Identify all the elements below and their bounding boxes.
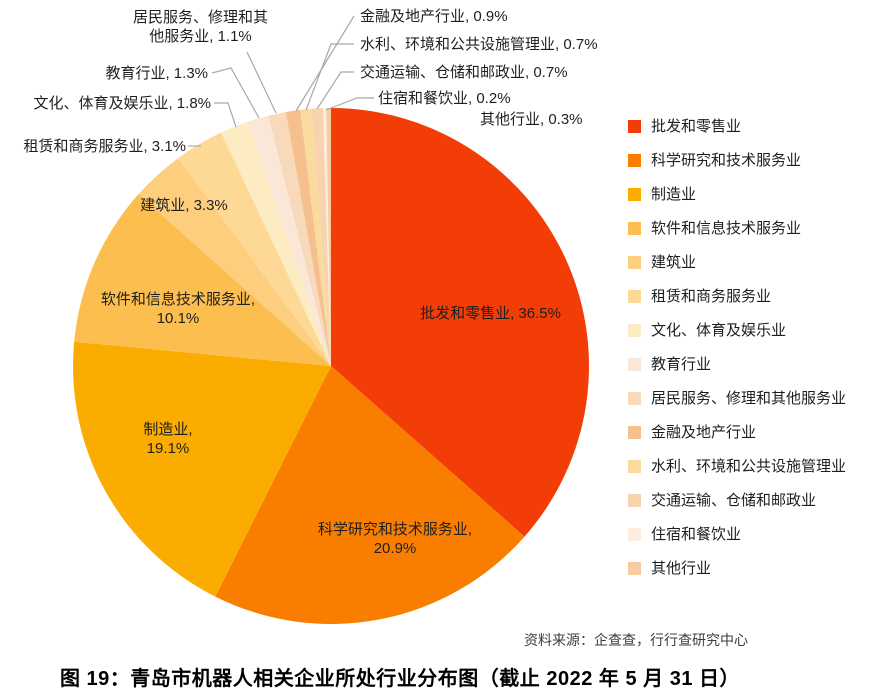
legend-label: 科学研究和技术服务业 bbox=[651, 152, 802, 169]
legend-label: 金融及地产行业 bbox=[651, 424, 757, 441]
legend-label: 教育行业 bbox=[651, 356, 712, 373]
legend-label: 批发和零售业 bbox=[651, 118, 742, 135]
leader-line-7 bbox=[325, 97, 374, 111]
callout-label-water: 水利、环境和公共设施管理业, 0.7% bbox=[360, 36, 598, 53]
pie-slice-4 bbox=[138, 158, 331, 366]
legend-swatch bbox=[628, 392, 641, 405]
leader-line-2 bbox=[211, 67, 260, 119]
legend-swatch bbox=[628, 324, 641, 337]
pie-slice-13 bbox=[326, 108, 331, 366]
legend: 批发和零售业 科学研究和技术服务业 制造业 软件和信息技术服务业 建筑业 租赁和… bbox=[628, 117, 846, 593]
leader-line-4 bbox=[295, 15, 355, 112]
slice-label-software-line1: 软件和信息技术服务业, bbox=[100, 291, 256, 308]
slice-label-science-line2: 20.9% bbox=[373, 540, 417, 557]
legend-label: 文化、体育及娱乐业 bbox=[651, 322, 787, 339]
pie-slice-3 bbox=[74, 194, 332, 366]
pie-slice-2 bbox=[73, 341, 331, 597]
legend-swatch bbox=[628, 494, 641, 507]
legend-label: 其他行业 bbox=[651, 560, 712, 577]
legend-item-13: 其他行业 bbox=[628, 559, 846, 578]
legend-label: 建筑业 bbox=[651, 254, 697, 271]
leader-line-6 bbox=[316, 71, 354, 110]
legend-item-11: 交通运输、仓储和邮政业 bbox=[628, 491, 846, 510]
callout-label-leasing: 租赁和商务服务业, 3.1% bbox=[23, 138, 186, 155]
pie-slice-12 bbox=[322, 108, 331, 367]
callout-label-other: 其他行业, 0.3% bbox=[480, 111, 583, 128]
callout-label-resident-line1: 居民服务、修理和其 bbox=[132, 9, 268, 26]
pie-slice-6 bbox=[221, 121, 331, 367]
pie-slice-10 bbox=[300, 108, 331, 366]
callout-label-culture: 文化、体育及娱乐业, 1.8% bbox=[33, 95, 211, 112]
slice-label-software-line2: 10.1% bbox=[156, 310, 200, 327]
pie-slice-1 bbox=[215, 366, 525, 624]
legend-item-0: 批发和零售业 bbox=[628, 117, 846, 136]
legend-swatch bbox=[628, 290, 641, 303]
callout-label-resident-line2: 他服务业, 1.1% bbox=[149, 28, 252, 45]
legend-swatch bbox=[628, 120, 641, 133]
slice-label-science-line1: 科学研究和技术服务业, bbox=[317, 521, 473, 538]
pie-slice-0 bbox=[331, 108, 590, 537]
legend-item-2: 制造业 bbox=[628, 185, 846, 204]
slice-label-software: 软件和信息技术服务业, 10.1% bbox=[88, 290, 268, 328]
legend-item-6: 文化、体育及娱乐业 bbox=[628, 321, 846, 340]
slice-label-manufacturing-line2: 19.1% bbox=[146, 440, 190, 457]
legend-item-4: 建筑业 bbox=[628, 253, 846, 272]
pie-slice-7 bbox=[248, 115, 331, 367]
callout-label-transport: 交通运输、仓储和邮政业, 0.7% bbox=[360, 64, 568, 81]
legend-swatch bbox=[628, 222, 641, 235]
legend-swatch bbox=[628, 188, 641, 201]
legend-label: 水利、环境和公共设施管理业 bbox=[651, 458, 847, 475]
pie-slice-8 bbox=[268, 111, 331, 366]
legend-label: 租赁和商务服务业 bbox=[651, 288, 772, 305]
pie-slices bbox=[73, 108, 590, 624]
legend-item-7: 教育行业 bbox=[628, 355, 846, 374]
leader-line-1 bbox=[214, 102, 237, 128]
legend-item-5: 租赁和商务服务业 bbox=[628, 287, 846, 306]
callout-label-education: 教育行业, 1.3% bbox=[105, 65, 208, 82]
pie-slice-11 bbox=[311, 108, 331, 366]
legend-swatch bbox=[628, 256, 641, 269]
slice-label-construction: 建筑业, 3.3% bbox=[140, 197, 228, 214]
legend-label: 居民服务、修理和其他服务业 bbox=[651, 390, 847, 407]
legend-item-9: 金融及地产行业 bbox=[628, 423, 846, 442]
legend-label: 住宿和餐饮业 bbox=[651, 526, 742, 543]
legend-swatch bbox=[628, 154, 641, 167]
callout-label-lodging: 住宿和餐饮业, 0.2% bbox=[378, 90, 511, 107]
legend-item-8: 居民服务、修理和其他服务业 bbox=[628, 389, 846, 408]
legend-swatch bbox=[628, 460, 641, 473]
leader-lines bbox=[188, 15, 374, 147]
legend-item-12: 住宿和餐饮业 bbox=[628, 525, 846, 544]
legend-item-1: 科学研究和技术服务业 bbox=[628, 151, 846, 170]
legend-label: 软件和信息技术服务业 bbox=[651, 220, 802, 237]
legend-label: 交通运输、仓储和邮政业 bbox=[651, 492, 817, 509]
callout-label-resident-services: 居民服务、修理和其 他服务业, 1.1% bbox=[128, 8, 273, 46]
legend-swatch bbox=[628, 528, 641, 541]
legend-label: 制造业 bbox=[651, 186, 697, 203]
slice-label-manufacturing-line1: 制造业, bbox=[143, 421, 193, 438]
callout-label-finance: 金融及地产行业, 0.9% bbox=[360, 8, 508, 25]
legend-swatch bbox=[628, 562, 641, 575]
legend-swatch bbox=[628, 426, 641, 439]
data-source: 资料来源：企查查，行行查研究中心 bbox=[524, 632, 748, 648]
pie-slice-9 bbox=[285, 109, 331, 366]
figure-caption: 图 19：青岛市机器人相关企业所处行业分布图（截止 2022 年 5 月 31 … bbox=[60, 668, 741, 690]
slice-label-manufacturing: 制造业, 19.1% bbox=[128, 420, 208, 458]
leader-line-5 bbox=[305, 43, 354, 111]
slice-label-science: 科学研究和技术服务业, 20.9% bbox=[300, 520, 490, 558]
leader-line-3 bbox=[246, 51, 277, 114]
legend-item-10: 水利、环境和公共设施管理业 bbox=[628, 457, 846, 476]
legend-swatch bbox=[628, 358, 641, 371]
pie-slice-5 bbox=[178, 132, 331, 366]
legend-item-3: 软件和信息技术服务业 bbox=[628, 219, 846, 238]
slice-label-wholesale: 批发和零售业, 36.5% bbox=[420, 305, 561, 322]
